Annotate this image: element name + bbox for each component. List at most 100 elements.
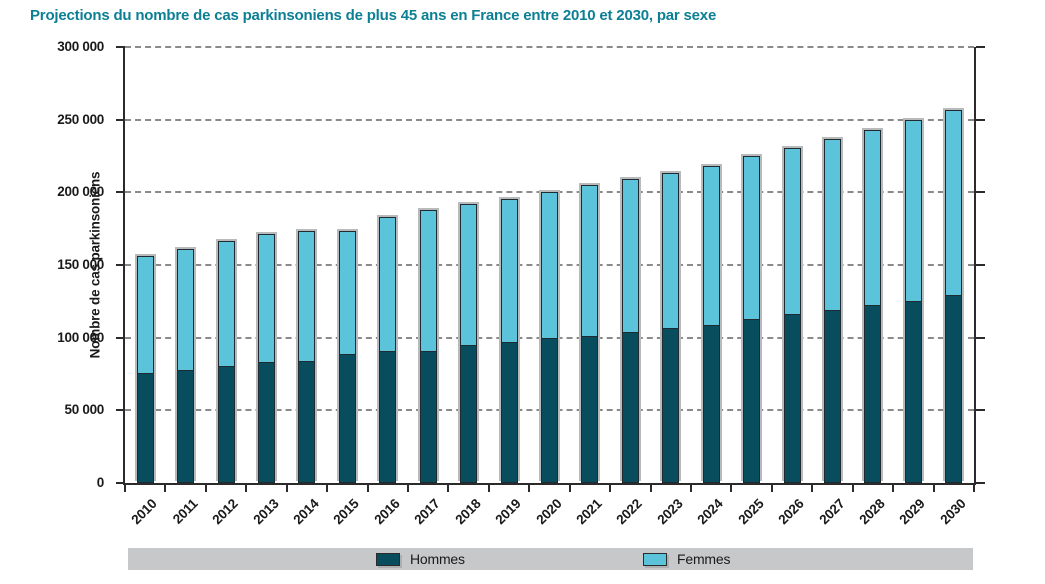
- bar-segment-femmes: [865, 131, 881, 305]
- x-tick-label: 2025: [734, 496, 767, 528]
- y-axis-tick: [976, 264, 985, 266]
- y-axis-tick: [976, 336, 985, 339]
- bar-2014: [298, 231, 316, 483]
- x-tick-label: 2019: [492, 496, 524, 528]
- bar-segment-femmes: [703, 167, 719, 325]
- x-tick-label: 2021: [573, 496, 605, 528]
- x-tick-label: 2024: [694, 496, 726, 528]
- x-tick-label: 2026: [775, 496, 807, 528]
- x-tick-label: 2028: [856, 496, 888, 528]
- bar-segment-hommes: [825, 310, 840, 482]
- bar-segment-hommes: [461, 345, 477, 482]
- legend-item-femmes: Femmes: [643, 548, 730, 570]
- bar-segment-femmes: [380, 218, 396, 351]
- x-tick-label: 2020: [532, 496, 565, 528]
- x-axis-tick: [285, 485, 288, 492]
- bar-segment-hommes: [501, 342, 517, 482]
- bar-2026: [783, 148, 801, 483]
- x-tick-label: 2030: [937, 496, 969, 528]
- x-axis-tick: [770, 485, 773, 492]
- bar-segment-femmes: [299, 232, 315, 361]
- bar-segment-femmes: [825, 140, 840, 310]
- bar-2030: [945, 110, 963, 483]
- bar-2011: [177, 249, 195, 483]
- bar-2025: [743, 156, 761, 483]
- chart-title: Projections du nombre de cas parkinsonie…: [30, 7, 717, 24]
- x-axis-tick: [690, 485, 692, 492]
- x-axis-tick: [811, 485, 814, 492]
- x-tick-label: 2029: [896, 496, 928, 528]
- y-tick-label: 50 000: [64, 402, 105, 418]
- x-axis-tick: [447, 485, 450, 492]
- bar-segment-femmes: [582, 186, 598, 336]
- x-axis-tick: [649, 485, 652, 492]
- legend-swatch-femmes: [643, 552, 667, 566]
- bar-segment-hommes: [339, 354, 355, 482]
- y-tick-label: 200 000: [57, 184, 104, 200]
- x-axis-tick: [609, 485, 612, 492]
- x-axis-tick: [245, 485, 248, 492]
- bar-segment-hommes: [622, 332, 638, 482]
- x-axis-tick: [568, 485, 571, 492]
- x-axis-tick: [366, 485, 369, 492]
- bar-segment-femmes: [420, 211, 436, 351]
- x-axis-tick: [528, 485, 531, 492]
- x-axis-tick: [932, 485, 935, 492]
- bar-segment-hommes: [299, 361, 315, 482]
- bar-segment-hommes: [703, 325, 719, 482]
- x-axis-tick: [407, 485, 409, 492]
- y-axis-tick: [976, 118, 985, 121]
- y-axis-tick: [116, 264, 125, 266]
- legend: Hommes Femmes: [128, 548, 973, 570]
- y-axis-tick: [976, 191, 985, 194]
- bar-2029: [904, 120, 922, 483]
- x-tick-label: 2014: [290, 496, 322, 528]
- legend-label-hommes: Hommes: [410, 551, 465, 567]
- bar-2019: [500, 199, 518, 483]
- x-axis-tick: [487, 485, 490, 492]
- y-axis-tick: [116, 118, 125, 121]
- bar-2020: [541, 192, 558, 483]
- x-tick-label: 2027: [815, 496, 848, 528]
- bar-segment-femmes: [905, 121, 921, 301]
- bar-segment-hommes: [542, 338, 557, 482]
- bar-segment-hommes: [744, 319, 760, 482]
- x-axis-tick: [730, 485, 733, 492]
- bar-2028: [864, 130, 882, 483]
- bar-2013: [258, 234, 275, 483]
- bar-2018: [460, 204, 478, 483]
- bar-2021: [581, 185, 599, 483]
- x-axis-tick: [124, 485, 126, 492]
- legend-item-hommes: Hommes: [376, 548, 465, 570]
- bar-segment-femmes: [461, 205, 477, 345]
- bar-2010: [136, 256, 154, 483]
- bar-segment-hommes: [905, 301, 921, 482]
- y-tick-label: 150 000: [57, 257, 104, 272]
- bar-2016: [379, 217, 397, 483]
- bar-segment-hommes: [784, 314, 800, 482]
- bar-2015: [338, 231, 356, 483]
- bar-2017: [419, 210, 437, 483]
- bar-2022: [621, 179, 639, 483]
- bar-segment-femmes: [339, 232, 355, 354]
- gridline: [125, 46, 974, 48]
- bar-segment-hommes: [420, 351, 436, 482]
- plot-area: [123, 47, 976, 485]
- bar-2023: [662, 173, 680, 483]
- x-axis-tick: [973, 485, 975, 492]
- bar-segment-femmes: [218, 242, 234, 366]
- bar-segment-femmes: [137, 257, 153, 373]
- y-axis-tick: [976, 409, 985, 412]
- gridline: [125, 118, 974, 121]
- y-tick-label: 250 000: [57, 111, 104, 127]
- bar-2024: [702, 166, 720, 483]
- y-axis-tick: [116, 191, 125, 194]
- x-tick-label: 2016: [371, 496, 403, 528]
- y-axis-tick: [976, 46, 985, 48]
- bar-segment-femmes: [178, 250, 194, 370]
- bar-segment-hommes: [663, 328, 679, 482]
- bar-segment-femmes: [744, 157, 760, 319]
- x-tick-label: 2013: [249, 496, 282, 528]
- bar-segment-hommes: [137, 373, 153, 482]
